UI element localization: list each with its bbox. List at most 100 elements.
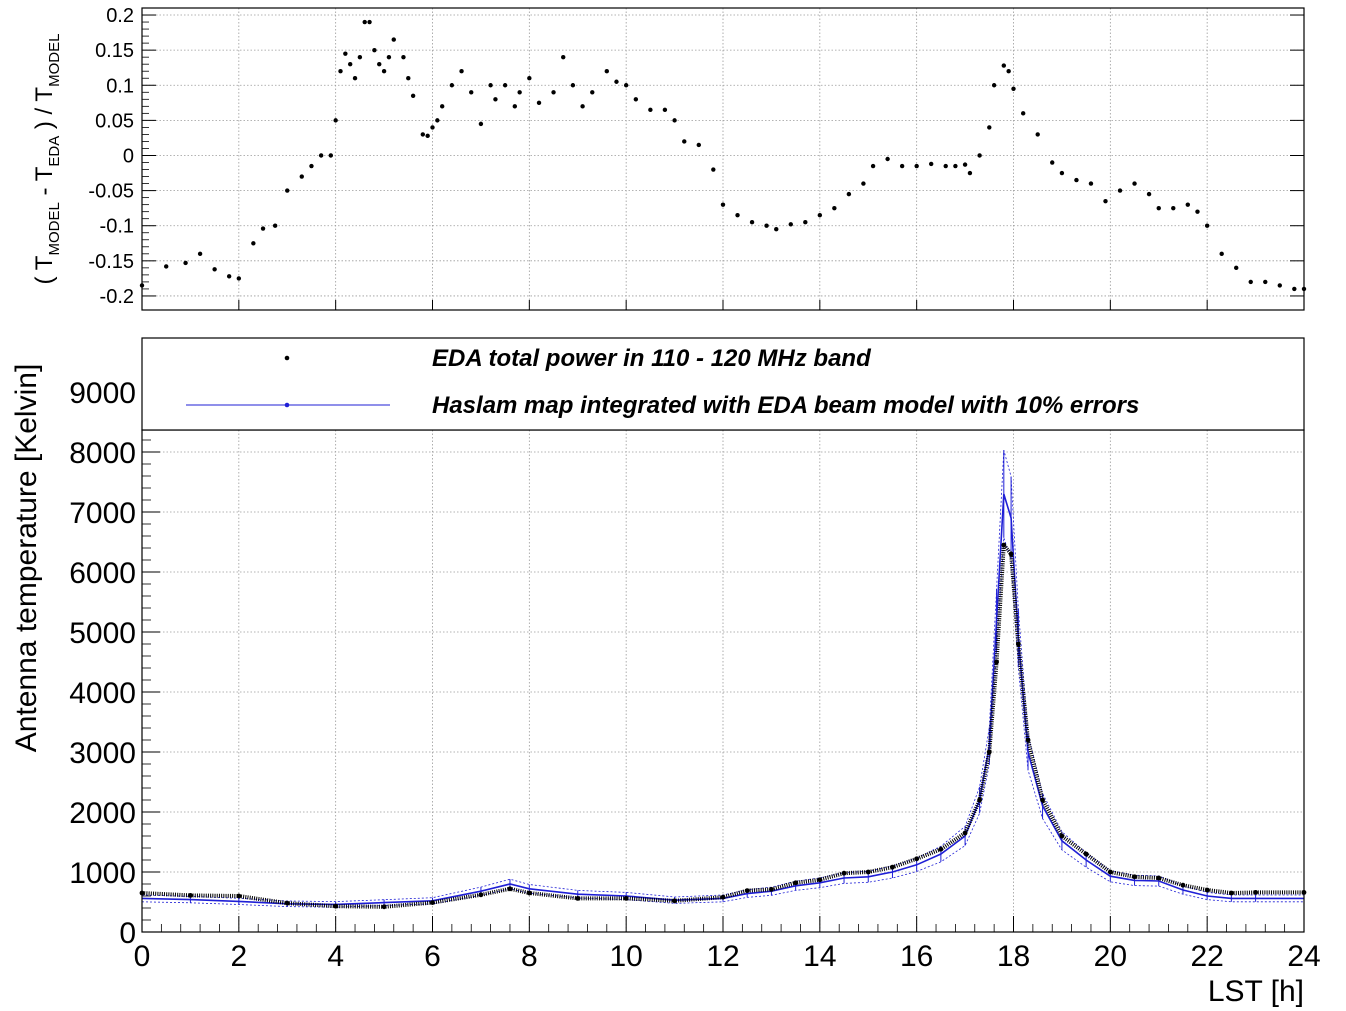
residual-point: [527, 76, 532, 81]
residual-point: [362, 19, 367, 25]
temperature-y-tick-label: 7000: [69, 497, 136, 530]
residual-point: [420, 132, 426, 137]
residual-point: [328, 153, 334, 158]
residual-point: [536, 100, 542, 106]
residual-point: [928, 161, 934, 167]
eda-point: [1040, 797, 1045, 803]
temperature-grid: [141, 430, 1305, 933]
residual-y-tick-label: 0.1: [106, 75, 134, 97]
eda-point: [1156, 875, 1162, 881]
residual-point: [386, 54, 392, 60]
residual-point: [1292, 286, 1297, 292]
eda-point: [793, 880, 799, 886]
residual-point: [662, 107, 668, 113]
residual-point: [623, 83, 629, 88]
residual-point: [318, 153, 324, 158]
temperature-y-tick-label: 3000: [69, 737, 136, 770]
residual-point: [488, 83, 493, 88]
residual-y-tick-label: -0.2: [100, 286, 134, 308]
x-tick-label: 8: [521, 940, 538, 973]
residual-point: [338, 69, 343, 74]
residual-y-tick-label: -0.15: [88, 251, 134, 273]
eda-point: [284, 900, 290, 906]
residual-y-tick-label: 0: [123, 145, 134, 167]
residual-point: [1088, 181, 1094, 186]
residual-point: [212, 267, 217, 272]
residual-point: [648, 107, 653, 113]
x-tick-label: 2: [230, 940, 247, 973]
eda-point: [769, 887, 774, 892]
eda-point: [841, 870, 847, 876]
eda-point: [890, 864, 895, 870]
eda-point: [507, 886, 513, 892]
residual-point: [953, 163, 958, 169]
residual-point: [720, 202, 726, 207]
eda-point: [188, 893, 193, 898]
temperature-series: [139, 450, 1307, 910]
residual-point: [1132, 181, 1137, 186]
legend: EDA total power in 110 - 120 MHz band Ha…: [141, 337, 1305, 431]
residual-point: [672, 118, 677, 123]
residual-point: [1156, 205, 1161, 211]
eda-point: [1001, 542, 1007, 548]
residual-point: [1035, 132, 1040, 137]
residual-point: [590, 90, 595, 95]
eda-point: [623, 896, 629, 901]
x-tick-label: 20: [1094, 940, 1127, 973]
residual-point: [1074, 177, 1079, 183]
residual-point: [711, 167, 716, 172]
eda-point: [865, 869, 871, 875]
residual-point: [788, 222, 793, 227]
residual-point: [406, 76, 411, 81]
residual-point: [967, 170, 973, 176]
residual-point: [139, 283, 145, 288]
residual-point: [1219, 251, 1224, 257]
residual-points: [139, 19, 1307, 292]
residual-point: [1263, 279, 1268, 285]
residual-point: [1146, 191, 1152, 197]
x-tick-label: 10: [609, 940, 642, 973]
residual-point: [469, 90, 474, 95]
x-axis-title: LST [h]: [1208, 975, 1304, 1008]
eda-point: [744, 888, 750, 893]
temperature-y-axis-title: Antenna temperature [Kelvin]: [10, 364, 43, 753]
residual-point: [832, 205, 837, 211]
residual-point: [493, 97, 498, 102]
residual-y-axis-title: ( TMODEL - TEDA ) / TMODEL: [31, 34, 63, 285]
residual-point: [512, 104, 518, 109]
residual-grid: [141, 8, 1305, 310]
residual-point: [391, 37, 396, 42]
residual-point: [357, 54, 363, 60]
temperature-y-tick-label: 6000: [69, 557, 136, 590]
residual-point: [251, 241, 256, 246]
residual-point: [164, 264, 169, 269]
temperature-y-tick-label: 4000: [69, 677, 136, 710]
residual-y-tick-label: -0.1: [100, 216, 134, 238]
residual-point: [435, 118, 440, 123]
residual-point: [604, 69, 609, 74]
eda-point: [817, 877, 823, 883]
residual-point: [1185, 202, 1191, 207]
residual-point: [1248, 279, 1253, 285]
residual-point: [285, 188, 290, 193]
eda-point: [1059, 833, 1065, 839]
eda-point: [1253, 890, 1258, 895]
residual-point: [885, 156, 890, 162]
residual-point: [1234, 265, 1239, 271]
residual-point: [1277, 283, 1282, 288]
temperature-y-tick-label: 0: [119, 917, 136, 950]
residual-point: [1103, 198, 1108, 204]
residual-point: [410, 93, 416, 98]
residual-point: [943, 163, 948, 169]
eda-point: [575, 896, 581, 901]
eda-point: [1180, 882, 1186, 888]
residual-point: [439, 104, 445, 109]
eda-point: [1083, 851, 1089, 857]
residual-point: [1050, 160, 1055, 165]
residual-point: [991, 83, 997, 88]
residual-point: [1001, 63, 1007, 68]
model-line: [141, 493, 1304, 906]
model-error-lower: [141, 537, 1304, 908]
eda-trace: [141, 543, 1304, 909]
